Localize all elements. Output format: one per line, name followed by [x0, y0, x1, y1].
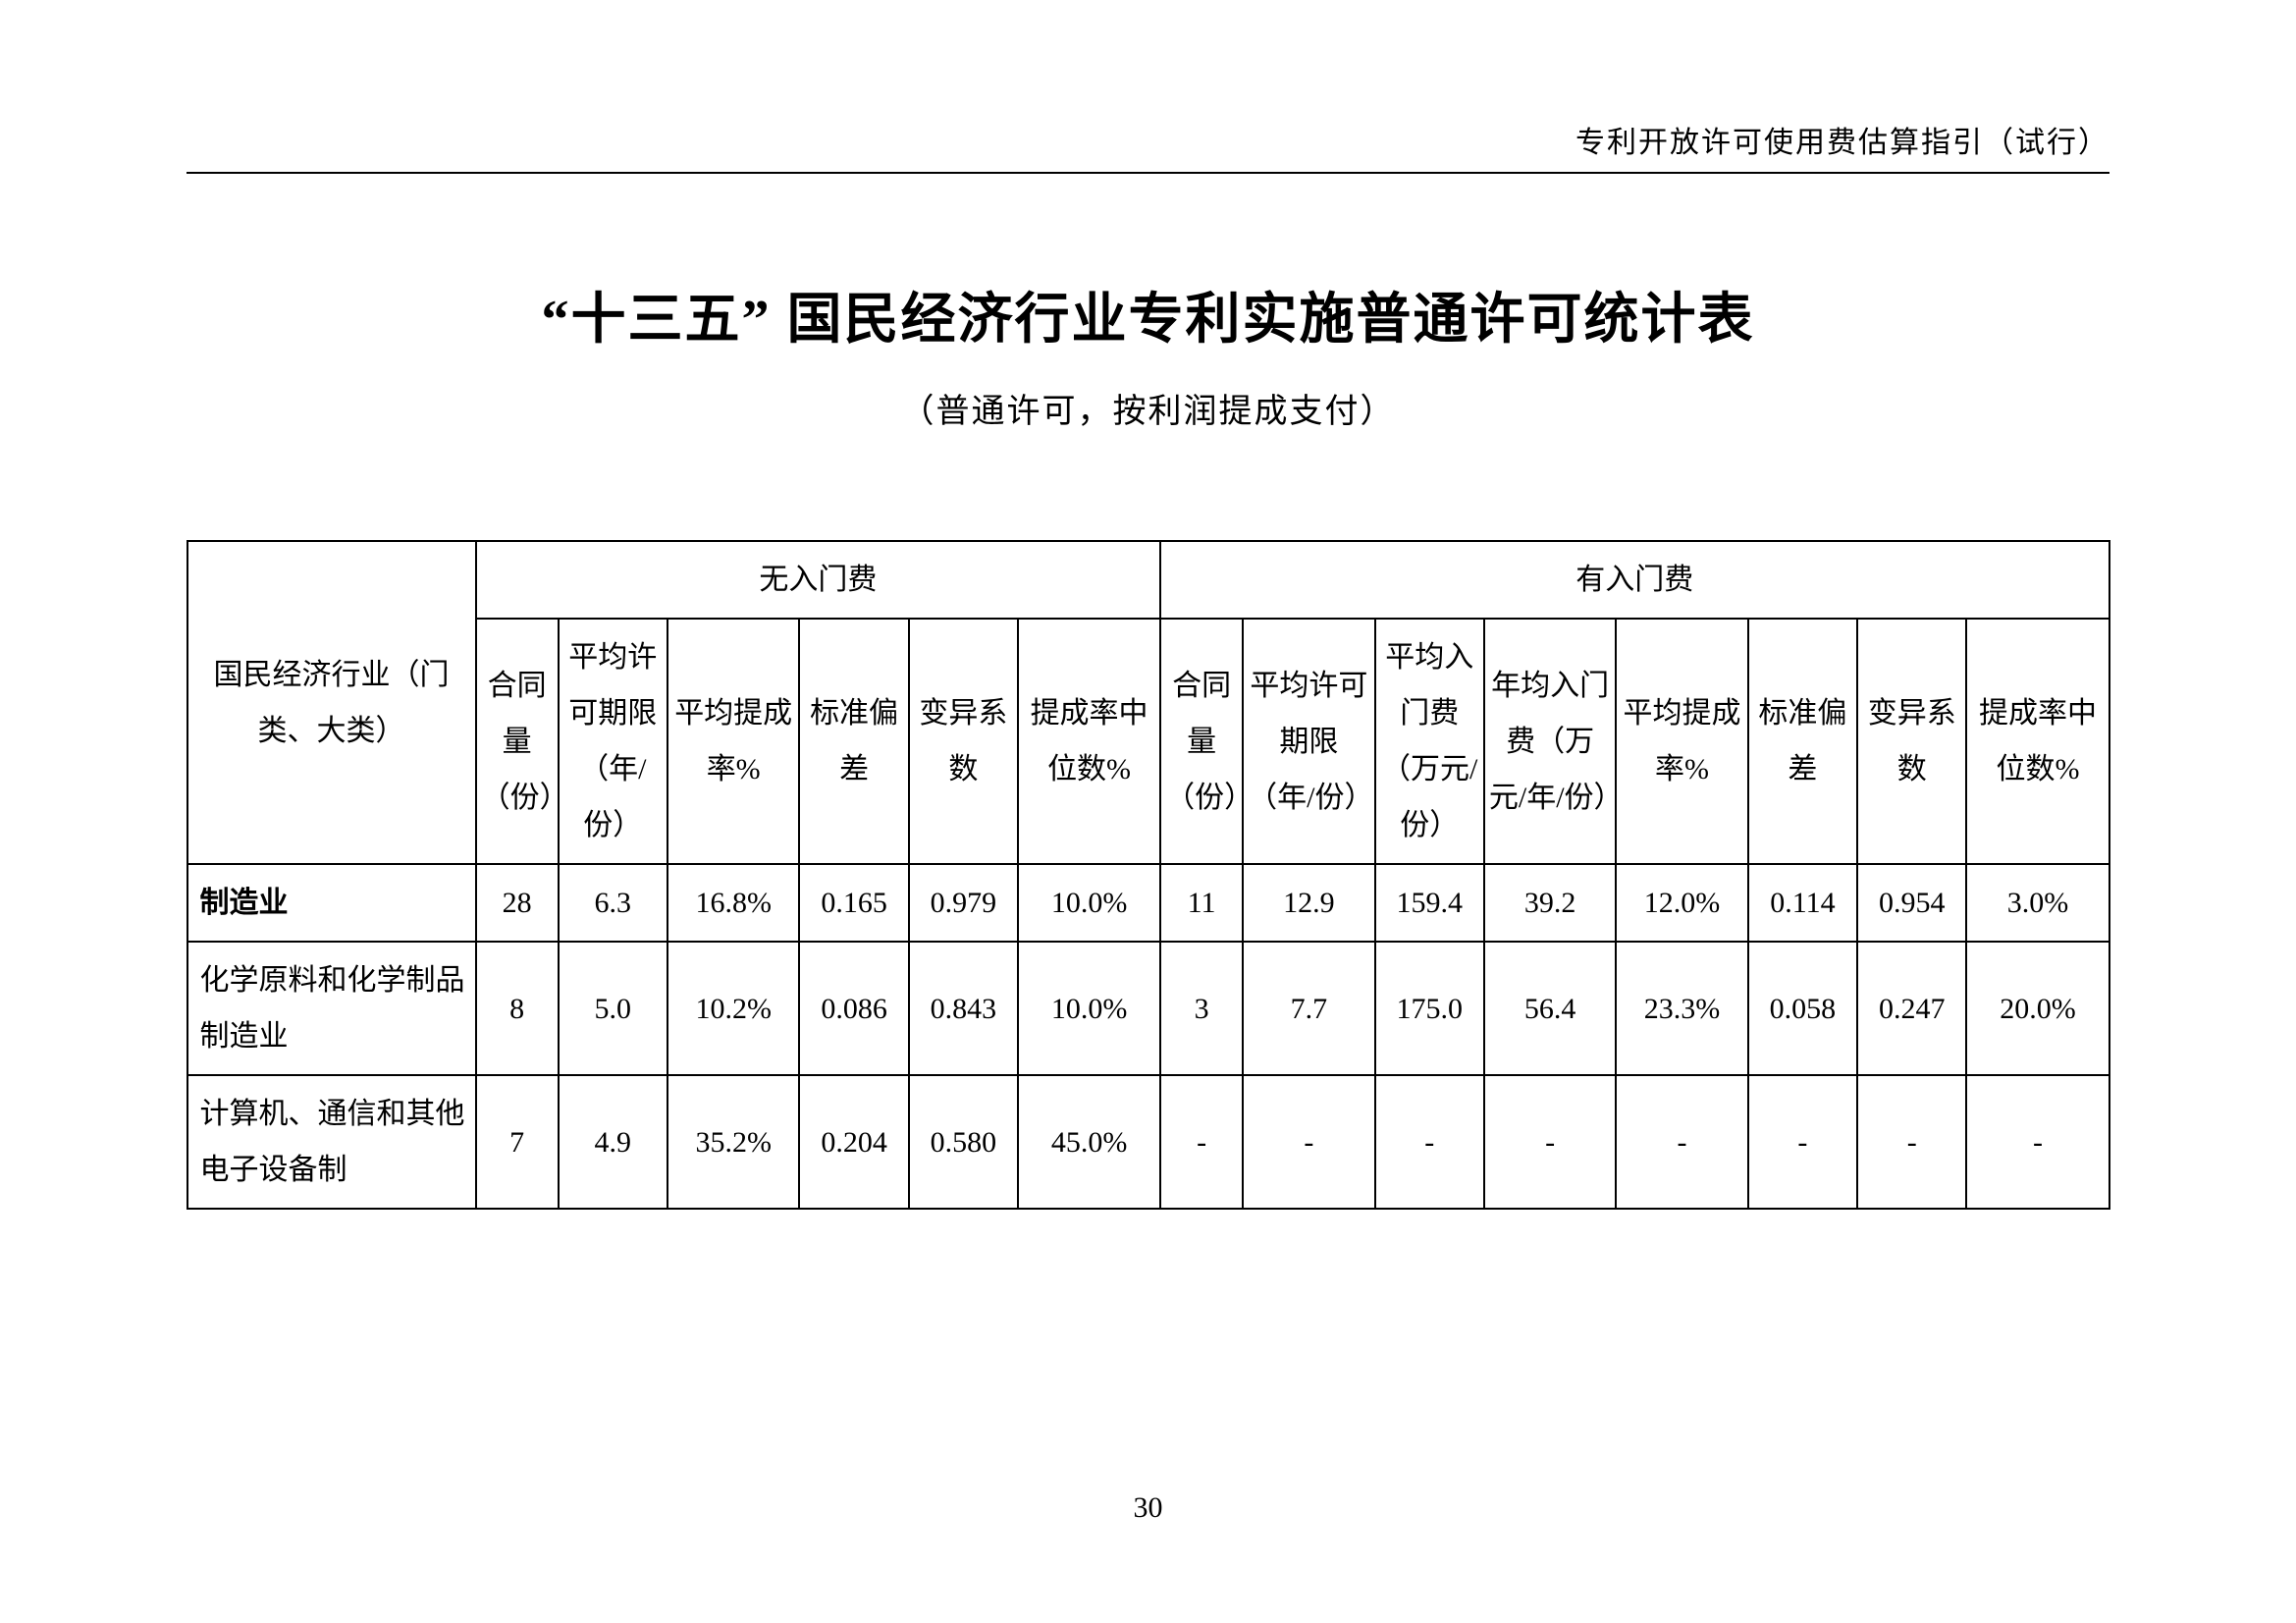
col-header-wf-median: 提成率中位数% [1966, 619, 2109, 864]
col-header-wf-count: 合同量（份） [1160, 619, 1243, 864]
running-header: 专利开放许可使用费估算指引（试行） [1575, 118, 2109, 161]
col-header-nf-median: 提成率中位数% [1018, 619, 1160, 864]
cell: 7.7 [1243, 942, 1374, 1075]
col-header-nf-std: 标准偏差 [799, 619, 908, 864]
statistics-table: 国民经济行业（门类、大类） 无入门费 有入门费 合同量（份） 平均许可期限（年/… [187, 540, 2110, 1210]
cell: 175.0 [1375, 942, 1484, 1075]
cell: 0.204 [799, 1075, 908, 1209]
page-number: 30 [0, 1491, 2296, 1525]
cell: 159.4 [1375, 864, 1484, 942]
cell: 16.8% [667, 864, 799, 942]
col-header-industry: 国民经济行业（门类、大类） [187, 541, 476, 864]
cell: 28 [476, 864, 559, 942]
cell: 12.9 [1243, 864, 1374, 942]
cell: - [1484, 1075, 1616, 1209]
cell: 8 [476, 942, 559, 1075]
col-header-wf-term: 平均许可期限（年/份） [1243, 619, 1374, 864]
cell: - [1966, 1075, 2109, 1209]
page-title: “十三五” 国民经济行业专利实施普通许可统计表 [177, 275, 2119, 354]
cell: 35.2% [667, 1075, 799, 1209]
col-header-nf-cv: 变异系数 [909, 619, 1018, 864]
col-header-wf-cv: 变异系数 [1857, 619, 1966, 864]
table-row: 计算机、通信和其他电子设备制74.935.2%0.2040.58045.0%--… [187, 1075, 2109, 1209]
cell: 0.114 [1748, 864, 1857, 942]
cell: 6.3 [559, 864, 667, 942]
table-body: 制造业286.316.8%0.1650.97910.0%1112.9159.43… [187, 864, 2109, 1209]
cell: 20.0% [1966, 942, 2109, 1075]
row-label: 计算机、通信和其他电子设备制 [187, 1075, 476, 1209]
cell: - [1616, 1075, 1747, 1209]
col-header-wf-rate: 平均提成率% [1616, 619, 1747, 864]
cell: 3.0% [1966, 864, 2109, 942]
cell: 45.0% [1018, 1075, 1160, 1209]
cell: 0.580 [909, 1075, 1018, 1209]
document-page: 专利开放许可使用费估算指引（试行） “十三五” 国民经济行业专利实施普通许可统计… [0, 0, 2296, 1623]
cell: 56.4 [1484, 942, 1616, 1075]
cell: 0.247 [1857, 942, 1966, 1075]
table-head: 国民经济行业（门类、大类） 无入门费 有入门费 合同量（份） 平均许可期限（年/… [187, 541, 2109, 864]
col-header-wf-upfront-annual: 年均入门费（万元/年/份） [1484, 619, 1616, 864]
table-header-row: 合同量（份） 平均许可期限（年/份） 平均提成率% 标准偏差 变异系数 提成率中… [187, 619, 2109, 864]
row-label: 制造业 [187, 864, 476, 942]
col-header-nf-rate: 平均提成率% [667, 619, 799, 864]
cell: 0.165 [799, 864, 908, 942]
cell: 10.2% [667, 942, 799, 1075]
col-group-with-fee: 有入门费 [1160, 541, 2109, 619]
table-row: 制造业286.316.8%0.1650.97910.0%1112.9159.43… [187, 864, 2109, 942]
col-header-wf-upfront-avg: 平均入门费（万元/份） [1375, 619, 1484, 864]
col-header-nf-term: 平均许可期限（年/份） [559, 619, 667, 864]
cell: 4.9 [559, 1075, 667, 1209]
row-label: 化学原料和化学制品制造业 [187, 942, 476, 1075]
cell: 10.0% [1018, 864, 1160, 942]
cell: 11 [1160, 864, 1243, 942]
col-header-nf-count: 合同量（份） [476, 619, 559, 864]
header-rule [187, 172, 2109, 174]
cell: 0.058 [1748, 942, 1857, 1075]
cell: 0.979 [909, 864, 1018, 942]
col-header-wf-std: 标准偏差 [1748, 619, 1857, 864]
cell: - [1748, 1075, 1857, 1209]
cell: 10.0% [1018, 942, 1160, 1075]
cell: 0.086 [799, 942, 908, 1075]
cell: - [1160, 1075, 1243, 1209]
cell: 0.954 [1857, 864, 1966, 942]
cell: - [1243, 1075, 1374, 1209]
cell: 5.0 [559, 942, 667, 1075]
cell: 7 [476, 1075, 559, 1209]
page-subtitle: （普通许可，按利润提成支付） [177, 384, 2119, 432]
cell: 39.2 [1484, 864, 1616, 942]
cell: - [1857, 1075, 1966, 1209]
col-group-no-fee: 无入门费 [476, 541, 1160, 619]
cell: 3 [1160, 942, 1243, 1075]
table-header-group-row: 国民经济行业（门类、大类） 无入门费 有入门费 [187, 541, 2109, 619]
cell: 0.843 [909, 942, 1018, 1075]
cell: - [1375, 1075, 1484, 1209]
cell: 12.0% [1616, 864, 1747, 942]
table-row: 化学原料和化学制品制造业85.010.2%0.0860.84310.0%37.7… [187, 942, 2109, 1075]
cell: 23.3% [1616, 942, 1747, 1075]
